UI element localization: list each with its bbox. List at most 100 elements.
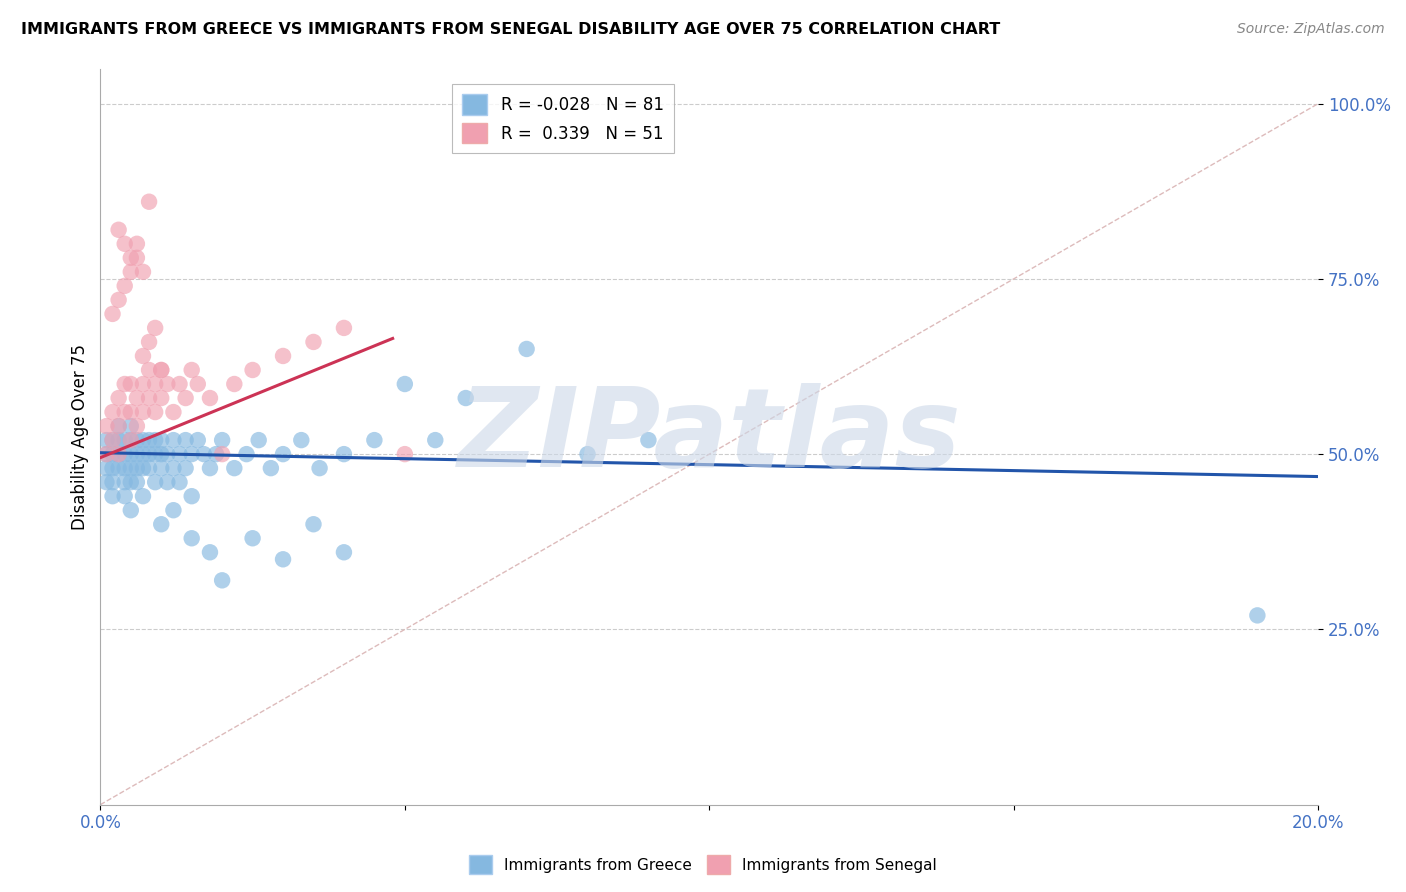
- Point: [138, 447, 160, 461]
- Point: [114, 405, 136, 419]
- Point: [150, 433, 173, 447]
- Point: [120, 419, 142, 434]
- Point: [156, 377, 179, 392]
- Legend: R = -0.028   N = 81, R =  0.339   N = 51: R = -0.028 N = 81, R = 0.339 N = 51: [453, 84, 673, 153]
- Point: [224, 377, 246, 392]
- Point: [143, 321, 166, 335]
- Point: [162, 461, 184, 475]
- Point: [96, 447, 118, 461]
- Point: [162, 503, 184, 517]
- Point: [193, 447, 215, 461]
- Point: [120, 433, 142, 447]
- Point: [187, 377, 209, 392]
- Point: [302, 334, 325, 349]
- Point: [120, 447, 142, 461]
- Point: [101, 433, 124, 447]
- Point: [143, 405, 166, 419]
- Point: [211, 433, 233, 447]
- Point: [132, 405, 155, 419]
- Point: [271, 447, 294, 461]
- Point: [125, 433, 148, 447]
- Point: [125, 475, 148, 490]
- Point: [150, 363, 173, 377]
- Point: [363, 433, 385, 447]
- Point: [120, 265, 142, 279]
- Point: [114, 377, 136, 392]
- Point: [150, 363, 173, 377]
- Point: [120, 377, 142, 392]
- Legend: Immigrants from Greece, Immigrants from Senegal: Immigrants from Greece, Immigrants from …: [463, 849, 943, 880]
- Point: [114, 489, 136, 503]
- Point: [96, 475, 118, 490]
- Point: [132, 447, 155, 461]
- Point: [169, 447, 191, 461]
- Point: [169, 475, 191, 490]
- Point: [180, 447, 202, 461]
- Point: [114, 236, 136, 251]
- Point: [637, 433, 659, 447]
- Point: [114, 433, 136, 447]
- Point: [150, 447, 173, 461]
- Point: [107, 433, 129, 447]
- Point: [120, 251, 142, 265]
- Point: [247, 433, 270, 447]
- Point: [333, 545, 356, 559]
- Point: [394, 377, 416, 392]
- Point: [162, 433, 184, 447]
- Point: [576, 447, 599, 461]
- Point: [454, 391, 477, 405]
- Point: [271, 552, 294, 566]
- Point: [308, 461, 330, 475]
- Point: [125, 419, 148, 434]
- Text: Source: ZipAtlas.com: Source: ZipAtlas.com: [1237, 22, 1385, 37]
- Point: [187, 433, 209, 447]
- Point: [132, 433, 155, 447]
- Point: [96, 433, 118, 447]
- Point: [174, 391, 197, 405]
- Point: [101, 307, 124, 321]
- Point: [260, 461, 283, 475]
- Point: [138, 363, 160, 377]
- Point: [101, 475, 124, 490]
- Point: [114, 461, 136, 475]
- Point: [132, 489, 155, 503]
- Point: [120, 461, 142, 475]
- Point: [174, 433, 197, 447]
- Point: [107, 419, 129, 434]
- Point: [242, 363, 264, 377]
- Point: [394, 447, 416, 461]
- Point: [224, 461, 246, 475]
- Point: [107, 419, 129, 434]
- Point: [162, 405, 184, 419]
- Point: [132, 377, 155, 392]
- Point: [302, 517, 325, 532]
- Point: [138, 433, 160, 447]
- Point: [101, 489, 124, 503]
- Point: [120, 475, 142, 490]
- Point: [107, 223, 129, 237]
- Point: [96, 419, 118, 434]
- Point: [1246, 608, 1268, 623]
- Point: [333, 447, 356, 461]
- Point: [150, 461, 173, 475]
- Point: [180, 489, 202, 503]
- Point: [150, 517, 173, 532]
- Point: [132, 265, 155, 279]
- Point: [156, 447, 179, 461]
- Point: [150, 391, 173, 405]
- Point: [143, 377, 166, 392]
- Point: [271, 349, 294, 363]
- Point: [107, 293, 129, 307]
- Point: [156, 475, 179, 490]
- Point: [101, 447, 124, 461]
- Point: [107, 447, 129, 461]
- Point: [138, 391, 160, 405]
- Point: [96, 461, 118, 475]
- Point: [198, 461, 221, 475]
- Point: [169, 377, 191, 392]
- Point: [235, 447, 257, 461]
- Point: [125, 251, 148, 265]
- Point: [125, 391, 148, 405]
- Point: [114, 278, 136, 293]
- Point: [290, 433, 312, 447]
